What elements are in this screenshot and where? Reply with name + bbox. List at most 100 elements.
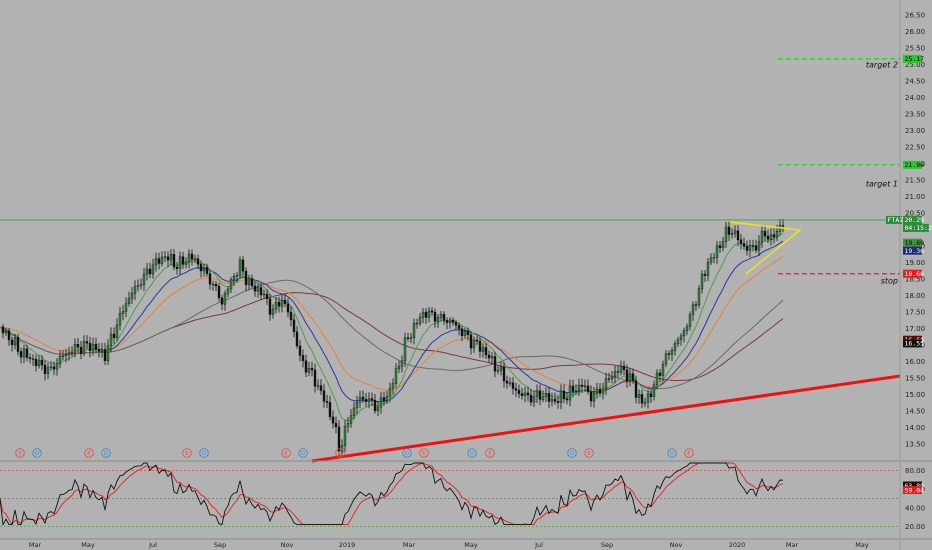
candle-body xyxy=(331,416,335,424)
candle-body xyxy=(46,367,50,374)
rsi-pane[interactable] xyxy=(0,462,900,527)
ema-orange-line xyxy=(0,255,784,391)
candle-body xyxy=(631,373,635,381)
candle-body xyxy=(145,268,149,275)
candle-body xyxy=(535,390,539,397)
candle-body xyxy=(19,351,23,358)
candle-body xyxy=(523,392,527,396)
candle-body xyxy=(703,273,707,276)
candle-body xyxy=(562,390,566,400)
candle-body xyxy=(214,283,218,287)
rsi-badge-text: 63.89 xyxy=(905,482,925,490)
candle-body xyxy=(427,310,431,318)
candle-body xyxy=(166,256,170,261)
y-tick-label: 22.50 xyxy=(905,144,925,152)
candle-body xyxy=(706,262,710,276)
candle-body xyxy=(463,330,467,336)
candle-body xyxy=(136,285,140,287)
candle-body xyxy=(580,384,584,387)
candle-body xyxy=(334,422,338,428)
candle-body xyxy=(478,341,482,352)
candle-body xyxy=(262,293,266,296)
candle-body xyxy=(721,241,725,249)
event-marker-letter: E xyxy=(687,451,691,457)
candle-body xyxy=(205,267,209,274)
candle-body xyxy=(493,356,497,372)
candle-body xyxy=(538,390,542,400)
candle-body xyxy=(610,376,614,380)
candle-body xyxy=(547,393,551,402)
y-tick-label: 16.00 xyxy=(905,358,925,366)
candle-body xyxy=(457,325,461,329)
candle-body xyxy=(316,385,320,387)
candle-body xyxy=(592,393,596,402)
candle-body xyxy=(235,275,239,277)
price-badge xyxy=(903,54,922,63)
candle-body xyxy=(82,341,86,354)
candle-body xyxy=(304,360,308,373)
event-marker-letter: E xyxy=(338,451,342,457)
y-tick-label: 26.00 xyxy=(905,28,925,36)
candle-body xyxy=(91,343,95,351)
candle-body xyxy=(442,314,446,321)
candle-body xyxy=(511,382,515,389)
candle-body xyxy=(43,364,47,374)
candle-body xyxy=(472,339,476,349)
candle-body xyxy=(556,401,560,403)
price-badge-text: 16.55 xyxy=(905,340,925,348)
y-tick-label: 14.50 xyxy=(905,408,925,416)
candle-body xyxy=(259,287,263,296)
candle-body xyxy=(667,353,671,355)
event-marker xyxy=(419,448,429,458)
event-marker xyxy=(335,448,345,458)
candle-body xyxy=(28,357,32,359)
support-trendline xyxy=(311,374,901,463)
candle-body xyxy=(394,368,398,385)
rsi-badge xyxy=(903,481,922,490)
candle-body xyxy=(286,303,290,313)
candle-body xyxy=(694,304,698,306)
candle-body xyxy=(223,293,227,305)
price-badge-text: FTAI xyxy=(888,216,904,224)
candle-body xyxy=(346,423,350,427)
x-tick-label: May xyxy=(855,541,869,549)
candle-body xyxy=(211,283,215,286)
candle-body xyxy=(232,275,236,280)
candle-body xyxy=(733,230,737,234)
candle-body xyxy=(7,330,11,341)
candle-body xyxy=(385,396,389,401)
candle-body xyxy=(418,317,422,324)
candle-body xyxy=(544,393,548,397)
candle-body xyxy=(499,366,503,371)
candle-body xyxy=(79,346,83,354)
candle-body xyxy=(757,240,761,251)
candle-body xyxy=(742,243,746,247)
candle-body xyxy=(328,402,332,418)
candle-body xyxy=(634,380,638,398)
candle-body xyxy=(268,298,272,315)
candle-body xyxy=(367,398,371,402)
candles xyxy=(1,218,785,457)
price-pane[interactable]: target 2 target 1 stop E D E D E D E D E D E D E D E D E xyxy=(0,58,901,463)
candle-body xyxy=(652,384,656,397)
candle-body xyxy=(589,391,593,402)
candle-body xyxy=(550,398,554,402)
candle-body xyxy=(529,394,533,403)
price-badge-text: 19.36 xyxy=(905,247,925,255)
candle-body xyxy=(619,365,623,373)
event-marker-letter: E xyxy=(87,451,91,457)
event-marker-letter: D xyxy=(202,451,206,457)
y-tick-label: 21.50 xyxy=(905,177,925,185)
x-tick-label: Jul xyxy=(148,541,157,549)
candle-body xyxy=(649,393,653,397)
candle-body xyxy=(70,352,74,354)
x-tick-label: 2020 xyxy=(729,541,746,549)
x-tick-label: Mar xyxy=(786,541,799,549)
candle-body xyxy=(319,385,323,391)
candle-body xyxy=(241,259,245,272)
candle-body xyxy=(1,326,5,334)
event-marker xyxy=(281,448,291,458)
level-annotation: stop xyxy=(881,277,898,286)
